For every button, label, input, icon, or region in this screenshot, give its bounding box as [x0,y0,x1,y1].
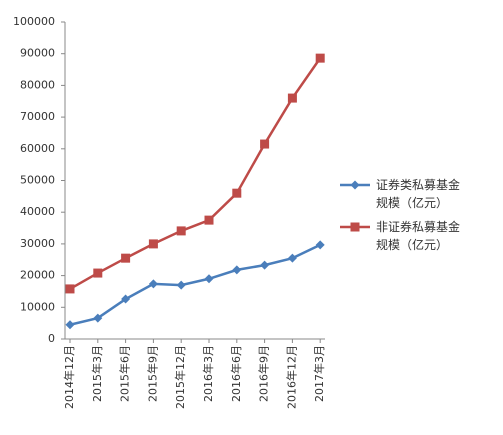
series-line [69,57,322,290]
x-tick-label: 2014年12月 [62,345,76,409]
legend-label: 证券类私募基金规模（亿元） [376,178,461,210]
data-point [260,260,270,270]
data-point [232,188,242,198]
data-point [232,265,242,275]
y-tick-label: 70000 [20,110,55,123]
legend-key [340,180,370,190]
x-tick-label: 2015年9月 [145,345,159,402]
series-line [69,243,321,326]
y-tick-label: 60000 [20,142,55,155]
x-tick-label: 2016年3月 [201,345,215,402]
x-tick-label: 2017年3月 [312,345,326,402]
data-point [204,215,214,225]
data-point [204,274,214,284]
data-point [176,226,186,236]
legend-item: 非证券私募基金规模（亿元） [340,218,470,254]
data-point [148,279,158,289]
y-tick-label: 10000 [20,300,55,313]
data-point [65,320,75,330]
x-tick-label: 2015年6月 [118,345,132,402]
data-point [176,280,186,290]
data-point [93,313,103,323]
data-point [287,253,297,263]
y-tick-label: 80000 [20,78,55,91]
x-tick-label: 2016年12月 [284,345,298,409]
x-tick-label: 2015年12月 [173,345,187,409]
data-point [148,239,158,249]
y-tick-label: 0 [48,332,55,345]
data-point [121,294,131,304]
legend-key [340,222,370,232]
data-point [315,240,325,250]
data-point [121,253,131,263]
x-tick-label: 2015年3月 [90,345,104,402]
x-tick-label: 2016年6月 [229,345,243,402]
y-tick-label: 20000 [20,269,55,282]
legend-label: 非证券私募基金规模（亿元） [376,220,461,252]
x-tick-label: 2016年9月 [257,345,271,402]
y-tick-label: 50000 [20,174,55,187]
y-tick-label: 40000 [20,205,55,218]
data-point [93,268,103,278]
data-point [65,284,75,294]
y-tick-label: 100000 [13,15,55,28]
data-point [260,139,270,149]
y-tick-label: 90000 [20,47,55,60]
data-point [315,53,325,63]
y-tick-label: 30000 [20,237,55,250]
legend-item: 证券类私募基金规模（亿元） [340,176,470,212]
data-point [287,93,297,103]
